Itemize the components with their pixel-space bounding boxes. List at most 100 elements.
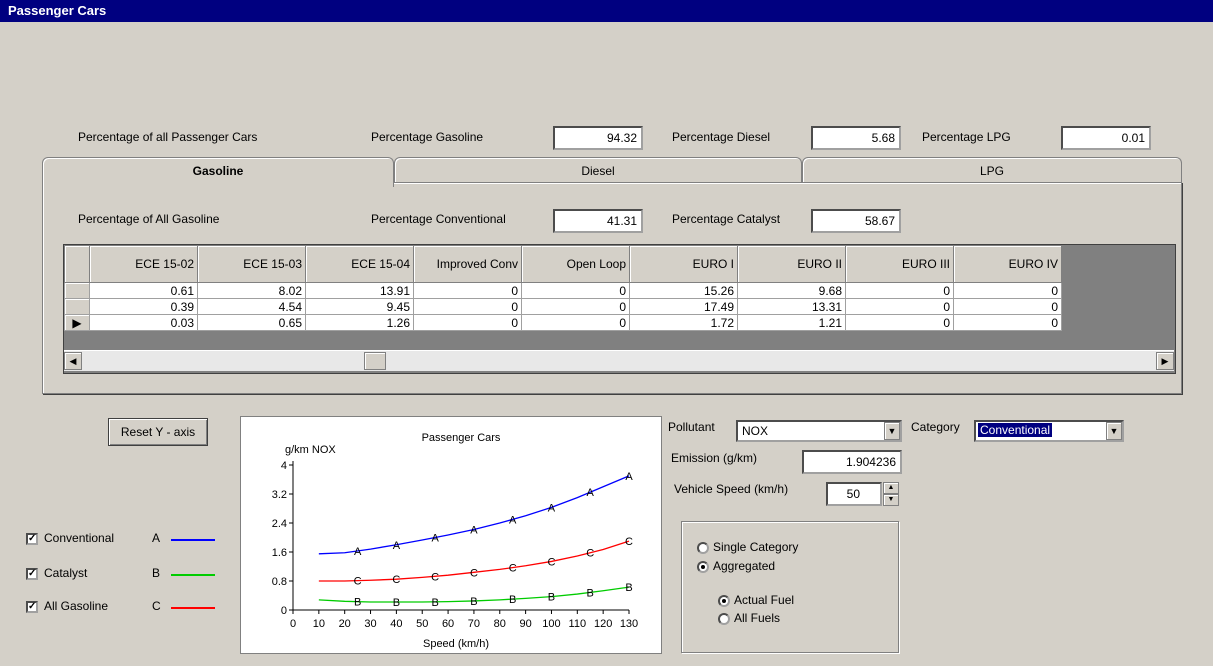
chart-title: Passenger Cars <box>422 432 501 444</box>
col-header[interactable]: ECE 15-02 <box>89 245 198 283</box>
grid-table: ECE 15-02 ECE 15-03 ECE 15-04 Improved C… <box>64 245 1062 331</box>
radio-aggregated[interactable] <box>697 561 709 573</box>
grid-cell[interactable]: 0 <box>845 298 954 315</box>
x-tick-label: 120 <box>594 618 612 630</box>
col-header[interactable]: EURO III <box>845 245 954 283</box>
pollutant-select[interactable]: NOX ▼ <box>736 420 902 442</box>
grid-cell[interactable]: 15.26 <box>629 282 738 299</box>
radio-label: Single Category <box>713 540 799 554</box>
series-marker-A: A <box>393 540 401 552</box>
y-tick-label: 0.8 <box>272 576 287 588</box>
grid-cell[interactable]: 1.21 <box>737 314 846 331</box>
col-header[interactable]: ECE 15-04 <box>305 245 414 283</box>
x-tick-label: 70 <box>468 618 480 630</box>
row-header[interactable] <box>64 298 90 315</box>
grid-cell[interactable]: 0 <box>521 282 630 299</box>
y-tick-label: 2.4 <box>272 518 287 530</box>
speed-field[interactable]: 50 <box>826 482 882 506</box>
grid-cell[interactable]: 0 <box>521 314 630 331</box>
pct-diesel-field[interactable]: 5.68 <box>811 126 901 150</box>
pct-catalyst-label: Percentage Catalyst <box>672 212 781 226</box>
series-marker-C: C <box>625 536 633 548</box>
chevron-down-icon[interactable]: ▼ <box>884 422 900 440</box>
mode-groupbox <box>681 521 899 653</box>
table-row[interactable]: 0.39 4.54 9.45 0 0 17.49 13.31 0 0 <box>64 298 1062 315</box>
grid-cell[interactable]: 0.39 <box>89 298 198 315</box>
series-marker-B: B <box>509 594 516 606</box>
checkbox-conventional[interactable]: ✓ <box>26 533 38 545</box>
grid-cell[interactable]: 8.02 <box>197 282 306 299</box>
emission-field[interactable]: 1.904236 <box>802 450 902 474</box>
emission-label: Emission (g/km) <box>671 451 758 465</box>
pct-catalyst-field[interactable]: 58.67 <box>811 209 901 233</box>
grid-cell[interactable]: 0 <box>953 298 1062 315</box>
pct-lpg-label: Percentage LPG <box>922 130 1011 144</box>
grid-cell[interactable]: 1.26 <box>305 314 414 331</box>
series-marker-B: B <box>587 587 594 599</box>
pct-conventional-field[interactable]: 41.31 <box>553 209 643 233</box>
tab-lpg[interactable]: LPG <box>802 157 1182 183</box>
x-tick-label: 40 <box>390 618 402 630</box>
grid-cell[interactable]: 0.61 <box>89 282 198 299</box>
x-tick-label: 60 <box>442 618 454 630</box>
radio-actual-fuel[interactable] <box>718 595 730 607</box>
grid-cell[interactable]: 0 <box>953 282 1062 299</box>
grid-cell[interactable]: 4.54 <box>197 298 306 315</box>
x-tick-label: 20 <box>339 618 351 630</box>
grid-cell[interactable]: 0 <box>845 314 954 331</box>
checkbox-catalyst[interactable]: ✓ <box>26 568 38 580</box>
col-header[interactable]: EURO II <box>737 245 846 283</box>
col-header[interactable]: ECE 15-03 <box>197 245 306 283</box>
y-tick-label: 0 <box>281 605 287 617</box>
pct-gasoline-field[interactable]: 94.32 <box>553 126 643 150</box>
chevron-down-icon[interactable]: ▼ <box>1106 422 1122 440</box>
grid-cell[interactable]: 0 <box>413 314 522 331</box>
grid-cell[interactable]: 0 <box>953 314 1062 331</box>
speed-stepper[interactable]: ▲ ▼ <box>883 482 899 506</box>
scroll-thumb[interactable] <box>364 352 386 370</box>
reset-y-axis-button[interactable]: Reset Y - axis <box>108 418 208 446</box>
col-header[interactable]: Improved Conv <box>413 245 522 283</box>
row-header[interactable] <box>64 282 90 299</box>
checkbox-all-gasoline[interactable]: ✓ <box>26 601 38 613</box>
grid-cell[interactable]: 0 <box>413 282 522 299</box>
pct-conventional-label: Percentage Conventional <box>371 212 506 226</box>
spin-down-icon[interactable]: ▼ <box>883 494 899 506</box>
grid-cell[interactable]: 0.03 <box>89 314 198 331</box>
tab-diesel[interactable]: Diesel <box>394 157 802 183</box>
grid-cell[interactable]: 0 <box>845 282 954 299</box>
scroll-left-icon[interactable]: ◀ <box>64 352 82 370</box>
col-header[interactable]: EURO I <box>629 245 738 283</box>
radio-all-fuels[interactable] <box>718 613 730 625</box>
grid-cell[interactable]: 13.91 <box>305 282 414 299</box>
grid-cell[interactable]: 9.45 <box>305 298 414 315</box>
pct-lpg-field[interactable]: 0.01 <box>1061 126 1151 150</box>
series-marker-C: C <box>431 571 439 583</box>
tab-gasoline[interactable]: Gasoline <box>42 157 394 187</box>
chart-svg: Passenger Cars g/km NOX Speed (km/h) 0 0.… <box>272 432 638 650</box>
series-marker-A: A <box>587 487 595 499</box>
fuel-tabs: Gasoline Diesel LPG <box>42 157 1182 187</box>
legend-label: All Gasoline <box>44 599 109 613</box>
x-tick-label: 90 <box>519 618 531 630</box>
grid-cell[interactable]: 0 <box>521 298 630 315</box>
grid-cell[interactable]: 0 <box>413 298 522 315</box>
table-row[interactable]: 0.61 8.02 13.91 0 0 15.26 9.68 0 0 <box>64 282 1062 299</box>
grid-cell[interactable]: 13.31 <box>737 298 846 315</box>
grid-corner <box>64 245 90 283</box>
col-header[interactable]: EURO IV <box>953 245 1062 283</box>
table-row[interactable]: ▶ 0.03 0.65 1.26 0 0 1.72 1.21 0 0 <box>64 314 1062 331</box>
spin-up-icon[interactable]: ▲ <box>883 482 899 494</box>
grid-cell[interactable]: 9.68 <box>737 282 846 299</box>
scroll-right-icon[interactable]: ▶ <box>1156 352 1174 370</box>
current-row-indicator-icon[interactable]: ▶ <box>64 314 90 331</box>
radio-single-category[interactable] <box>697 542 709 554</box>
y-tick-label: 3.2 <box>272 489 287 501</box>
grid-cell[interactable]: 0.65 <box>197 314 306 331</box>
grid-horizontal-scrollbar[interactable]: ◀ ▶ <box>64 350 1174 371</box>
col-header[interactable]: Open Loop <box>521 245 630 283</box>
grid-cell[interactable]: 17.49 <box>629 298 738 315</box>
series-marker-A: A <box>431 533 439 545</box>
category-select[interactable]: Conventional ▼ <box>974 420 1124 442</box>
grid-cell[interactable]: 1.72 <box>629 314 738 331</box>
